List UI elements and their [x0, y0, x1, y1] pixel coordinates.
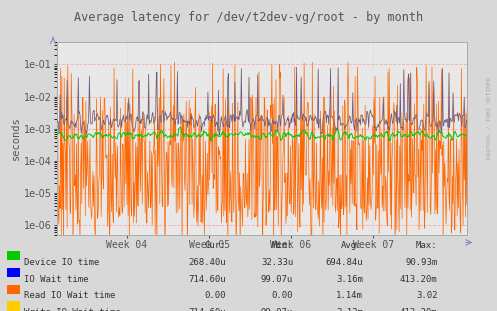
Text: Cur:: Cur:	[205, 241, 226, 250]
Text: Device IO time: Device IO time	[24, 258, 99, 267]
Text: 99.07u: 99.07u	[261, 275, 293, 284]
Text: 32.33u: 32.33u	[261, 258, 293, 267]
Text: 0.00: 0.00	[272, 291, 293, 300]
Text: 90.93m: 90.93m	[405, 258, 437, 267]
Text: 0.00: 0.00	[205, 291, 226, 300]
Text: 3.16m: 3.16m	[336, 275, 363, 284]
Y-axis label: seconds: seconds	[11, 117, 21, 160]
Text: 1.14m: 1.14m	[336, 291, 363, 300]
Text: Min:: Min:	[272, 241, 293, 250]
Text: Write IO Wait time: Write IO Wait time	[24, 308, 121, 311]
Text: 714.60u: 714.60u	[188, 308, 226, 311]
Text: 694.84u: 694.84u	[325, 258, 363, 267]
Text: 3.02: 3.02	[416, 291, 437, 300]
Text: IO Wait time: IO Wait time	[24, 275, 88, 284]
Text: RRDTOOL / TOBI OETIKER: RRDTOOL / TOBI OETIKER	[486, 77, 491, 160]
Text: 413.20m: 413.20m	[400, 275, 437, 284]
Text: 714.60u: 714.60u	[188, 275, 226, 284]
Text: 413.20m: 413.20m	[400, 308, 437, 311]
Text: 268.40u: 268.40u	[188, 258, 226, 267]
Text: Max:: Max:	[416, 241, 437, 250]
Text: Avg:: Avg:	[341, 241, 363, 250]
Text: Average latency for /dev/t2dev-vg/root - by month: Average latency for /dev/t2dev-vg/root -…	[74, 11, 423, 24]
Text: 3.13m: 3.13m	[336, 308, 363, 311]
Text: 99.07u: 99.07u	[261, 308, 293, 311]
Text: Read IO Wait time: Read IO Wait time	[24, 291, 115, 300]
